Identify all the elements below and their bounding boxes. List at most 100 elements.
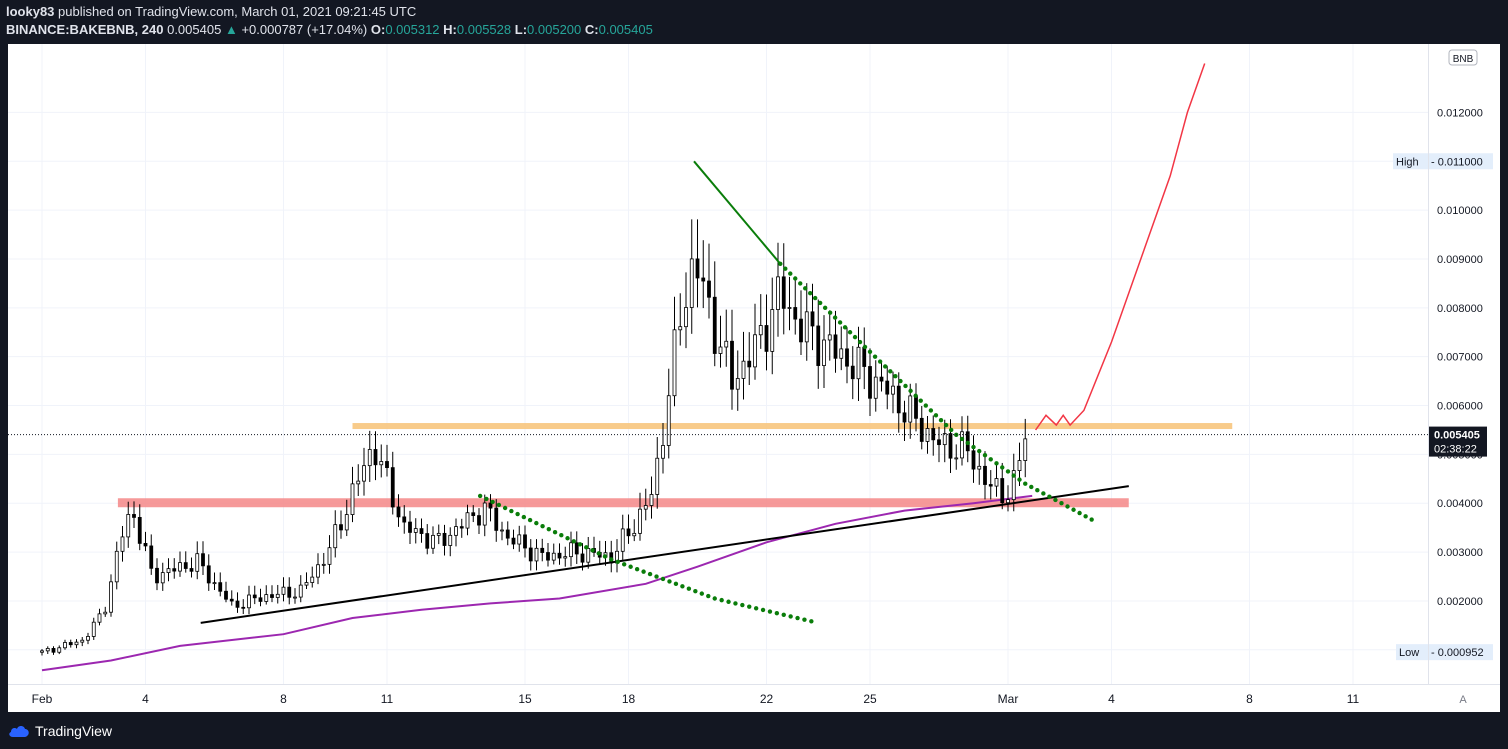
dotted-downtrend-2-dot-1 bbox=[783, 266, 788, 271]
symbol-name[interactable]: BINANCE:BAKEBNB, 240 bbox=[6, 22, 164, 37]
candle-body-84 bbox=[523, 534, 527, 549]
symbol-legend: BINANCE:BAKEBNB, 240 0.005405 ▲ +0.00078… bbox=[6, 22, 653, 37]
candle-body-162 bbox=[971, 450, 976, 470]
candle-body-59 bbox=[379, 461, 384, 466]
dotted-downtrend-2-dot-46 bbox=[1017, 477, 1022, 482]
dotted-downtrend-2-dot-42 bbox=[994, 461, 999, 466]
candle-body-4 bbox=[63, 642, 67, 649]
price-chart-svg[interactable]: High Low bbox=[8, 44, 1428, 684]
candle-body-168 bbox=[1006, 499, 1010, 504]
dotted-downtrend-2-dot-22 bbox=[888, 369, 893, 374]
dotted-downtrend-2-dot-13 bbox=[842, 325, 848, 330]
candle-body-107 bbox=[655, 457, 660, 495]
candle-body-11 bbox=[103, 611, 108, 615]
candle-body-110 bbox=[672, 329, 677, 397]
dotted-downtrend-1-dot-50 bbox=[802, 617, 807, 622]
dotted-downtrend-1-dot-28 bbox=[654, 574, 659, 579]
candle-body-70 bbox=[442, 532, 447, 546]
candle-body-170 bbox=[1017, 460, 1022, 471]
candle-body-160 bbox=[960, 431, 964, 459]
dotted-downtrend-2-dot-16 bbox=[857, 339, 863, 345]
dotted-downtrend-1-dot-20 bbox=[602, 554, 608, 559]
candle-body-23 bbox=[172, 568, 177, 572]
close-label: C: bbox=[584, 22, 599, 37]
candle-body-108 bbox=[661, 445, 665, 459]
right-edge bbox=[1500, 44, 1508, 712]
low-label-bg bbox=[1396, 644, 1428, 661]
candle-body-7 bbox=[80, 639, 85, 643]
dotted-downtrend-2-dot-9 bbox=[822, 305, 828, 311]
dotted-downtrend-2-dot-8 bbox=[817, 300, 823, 306]
candle-body-159 bbox=[954, 457, 959, 460]
last-price: 0.005405 bbox=[167, 22, 222, 37]
candle-body-25 bbox=[183, 562, 188, 569]
dotted-downtrend-1-dot-42 bbox=[747, 604, 752, 609]
author-name[interactable]: looky83 bbox=[6, 4, 55, 19]
candle-body-62 bbox=[396, 506, 401, 518]
dotted-downtrend-1-dot-32 bbox=[680, 584, 685, 589]
candle-body-40 bbox=[270, 594, 274, 598]
dotted-downtrend-1-dot-31 bbox=[673, 581, 679, 587]
candle-body-51 bbox=[333, 524, 338, 549]
dotted-downtrend-2-dot-29 bbox=[923, 403, 929, 408]
dotted-downtrend-1-dot-12 bbox=[552, 530, 558, 535]
change-up-icon: ▲ bbox=[224, 22, 238, 37]
time-axis[interactable]: Feb 4 8 11 15 18 22 25 Mar 4 8 11 A bbox=[8, 684, 1500, 713]
dotted-downtrend-1-dot-1 bbox=[484, 496, 489, 502]
dotted-downtrend-2-dot-56 bbox=[1077, 510, 1082, 516]
tradingview-logo[interactable]: TradingView bbox=[8, 723, 112, 739]
price-axis[interactable]: 0.0120000.0110000.0100000.0090000.008000… bbox=[1428, 44, 1501, 684]
dotted-downtrend-1-dot-27 bbox=[647, 571, 653, 577]
candle-body-143 bbox=[862, 346, 867, 367]
dotted-downtrend-1-dot-43 bbox=[753, 606, 759, 611]
candles bbox=[40, 219, 1028, 656]
candle-body-49 bbox=[321, 563, 326, 566]
dotted-downtrend-1-dot-38 bbox=[719, 597, 724, 603]
dotted-downtrend-1-dot-7 bbox=[521, 514, 527, 520]
candle-body-93 bbox=[574, 542, 579, 555]
candle-body-15 bbox=[126, 514, 131, 538]
candle-body-85 bbox=[528, 547, 533, 562]
dotted-downtrend-1-dot-24 bbox=[628, 564, 633, 569]
candle-body-131 bbox=[793, 307, 798, 320]
candle-body-27 bbox=[195, 553, 200, 572]
candle-body-83 bbox=[517, 534, 522, 545]
candle-body-55 bbox=[356, 480, 361, 485]
dotted-downtrend-2-dot-25 bbox=[903, 383, 908, 389]
moving-average-line bbox=[41, 494, 1033, 672]
dotted-downtrend-2-dot-21 bbox=[883, 364, 888, 369]
candle-body-95 bbox=[586, 548, 591, 563]
dotted-downtrend-1-dot-48 bbox=[788, 614, 793, 619]
dotted-downtrend-1-dot-15 bbox=[571, 539, 576, 544]
candle-body-0 bbox=[40, 650, 44, 653]
candle-body-116 bbox=[707, 280, 711, 298]
candle-body-52 bbox=[339, 524, 343, 531]
dotted-downtrend-1-dot-18 bbox=[590, 548, 595, 553]
price-tick-3: 0.009000 bbox=[1437, 254, 1483, 266]
chart-plot-area[interactable]: High Low bbox=[8, 44, 1428, 684]
dotted-downtrend-2-dot-24 bbox=[898, 378, 903, 384]
dotted-downtrend-2-dot-41 bbox=[988, 457, 993, 462]
candle-body-132 bbox=[799, 318, 803, 343]
price-tick-6: 0.006000 bbox=[1437, 401, 1483, 413]
candle-body-134 bbox=[810, 311, 815, 327]
bnb-badge-box bbox=[1448, 49, 1478, 66]
dotted-downtrend-1-dot-16 bbox=[577, 542, 583, 547]
dotted-downtrend-2-dot-38 bbox=[971, 444, 976, 450]
tradingview-brand: TradingView bbox=[35, 723, 113, 739]
dotted-downtrend-2-dot-50 bbox=[1041, 491, 1046, 496]
candle-body-121 bbox=[735, 378, 740, 390]
candle-body-29 bbox=[206, 565, 211, 584]
high-value: 0.005528 bbox=[456, 22, 512, 37]
dotted-downtrend-1-dot-17 bbox=[584, 545, 589, 550]
candle-body-12 bbox=[109, 581, 113, 613]
dotted-downtrend-2-dot-11 bbox=[832, 315, 838, 320]
candle-body-13 bbox=[114, 550, 119, 583]
dotted-downtrend-1-dot-2 bbox=[490, 499, 495, 505]
price-tick-10: 0.002000 bbox=[1437, 596, 1483, 608]
candle-body-130 bbox=[787, 307, 792, 309]
dotted-downtrend-2-dot-37 bbox=[965, 440, 970, 446]
dotted-downtrend-1-dot-39 bbox=[726, 599, 731, 604]
dotted-downtrend-2-dot-7 bbox=[812, 295, 818, 301]
candle-body-114 bbox=[695, 258, 700, 279]
